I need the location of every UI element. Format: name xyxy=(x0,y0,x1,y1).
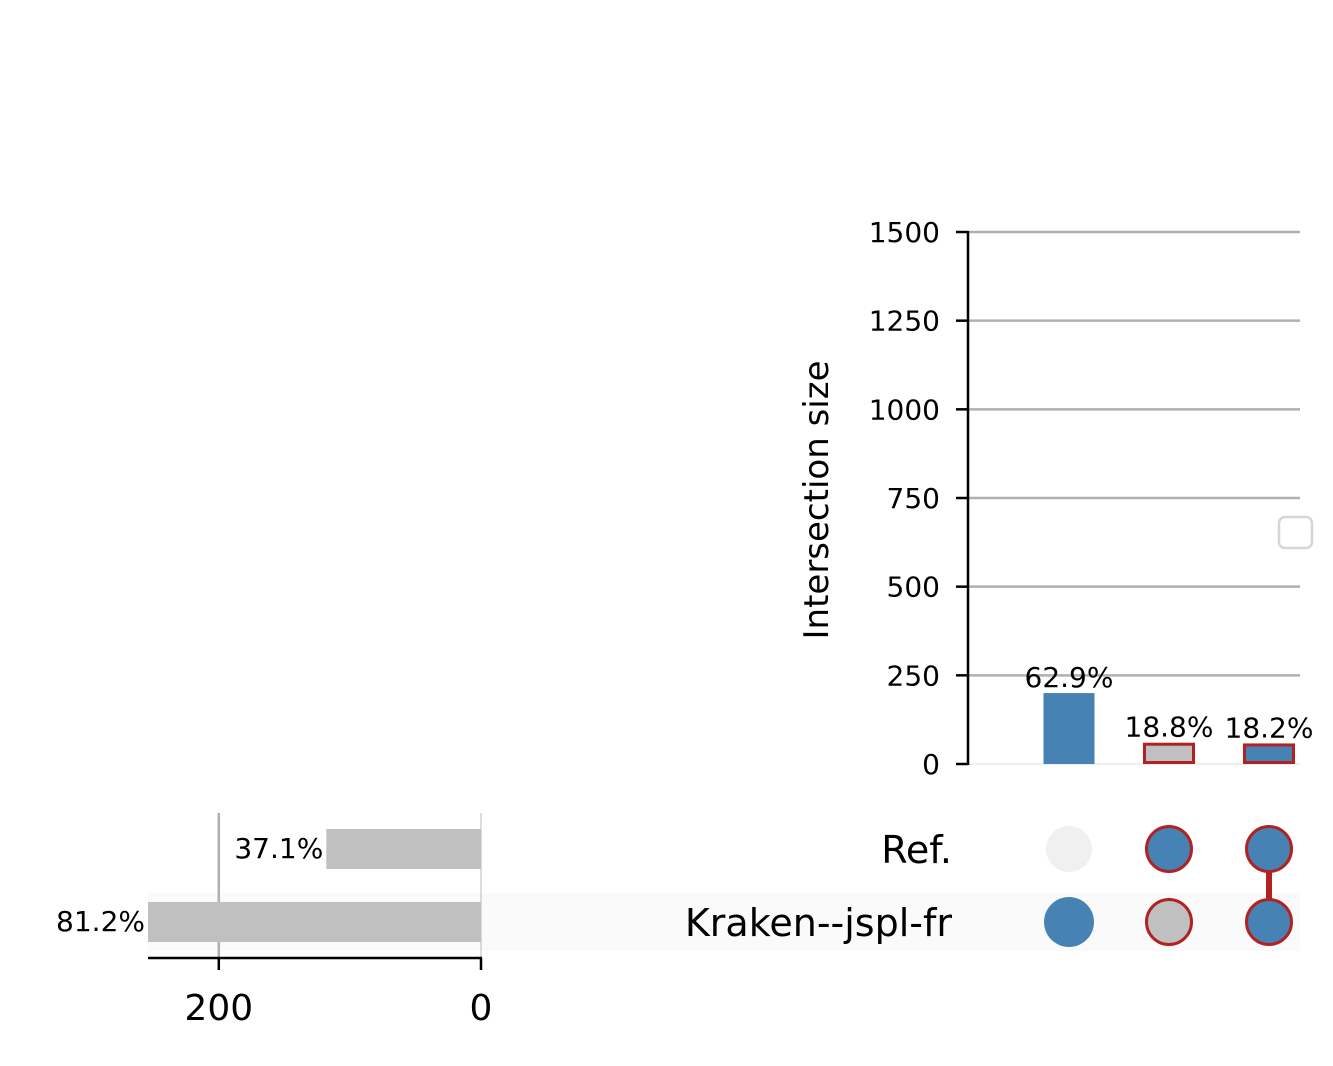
intersection-gridlines xyxy=(968,230,1300,765)
intersection-bar xyxy=(1043,693,1095,764)
intersection-bar xyxy=(1143,742,1195,764)
bar-value-label: 62.9% xyxy=(1025,661,1114,694)
matrix-dot-active xyxy=(1245,898,1293,946)
matrix-dot-active xyxy=(1044,897,1094,947)
matrix-dot-inactive xyxy=(1046,826,1092,872)
y-tick-label: 500 xyxy=(887,571,940,604)
set-size-bars: 37.1% 81.2% 200 0 xyxy=(56,813,492,1029)
intersection-y-axis: Intersection size 0 250 500 750 1000 1250 1500 xyxy=(797,216,970,781)
set-size-bar xyxy=(148,902,481,942)
matrix-dot-active xyxy=(1145,825,1193,873)
intersection-matrix: Ref. Kraken--jspl-fr xyxy=(685,825,1293,947)
intersection-bar xyxy=(1243,743,1295,764)
set-x-tick-label: 200 xyxy=(184,988,253,1029)
set-name-label: Kraken--jspl-fr xyxy=(685,901,952,945)
legend xyxy=(1277,515,1314,550)
bar-value-label: 18.2% xyxy=(1225,711,1314,744)
y-tick-label: 1250 xyxy=(869,305,940,338)
matrix-dot-active xyxy=(1245,825,1293,873)
matrix-dot-inactive xyxy=(1145,898,1193,946)
set-size-label: 37.1% xyxy=(234,832,323,865)
y-tick-label: 1000 xyxy=(869,393,940,426)
y-tick-label: 1500 xyxy=(869,216,940,249)
y-tick-label: 0 xyxy=(922,748,940,781)
y-tick-label: 750 xyxy=(887,482,940,515)
set-x-tick-label: 0 xyxy=(470,988,493,1029)
bar-value-label: 18.8% xyxy=(1125,711,1214,744)
set-size-label: 81.2% xyxy=(56,905,145,938)
set-size-bar xyxy=(326,829,481,869)
intersection-bars: 62.9% 18.8% 18.2% xyxy=(1025,661,1314,764)
y-tick-label: 250 xyxy=(887,659,940,692)
y-axis-label: Intersection size xyxy=(797,361,837,640)
legend-box xyxy=(1277,515,1314,550)
set-name-label: Ref. xyxy=(881,828,952,872)
